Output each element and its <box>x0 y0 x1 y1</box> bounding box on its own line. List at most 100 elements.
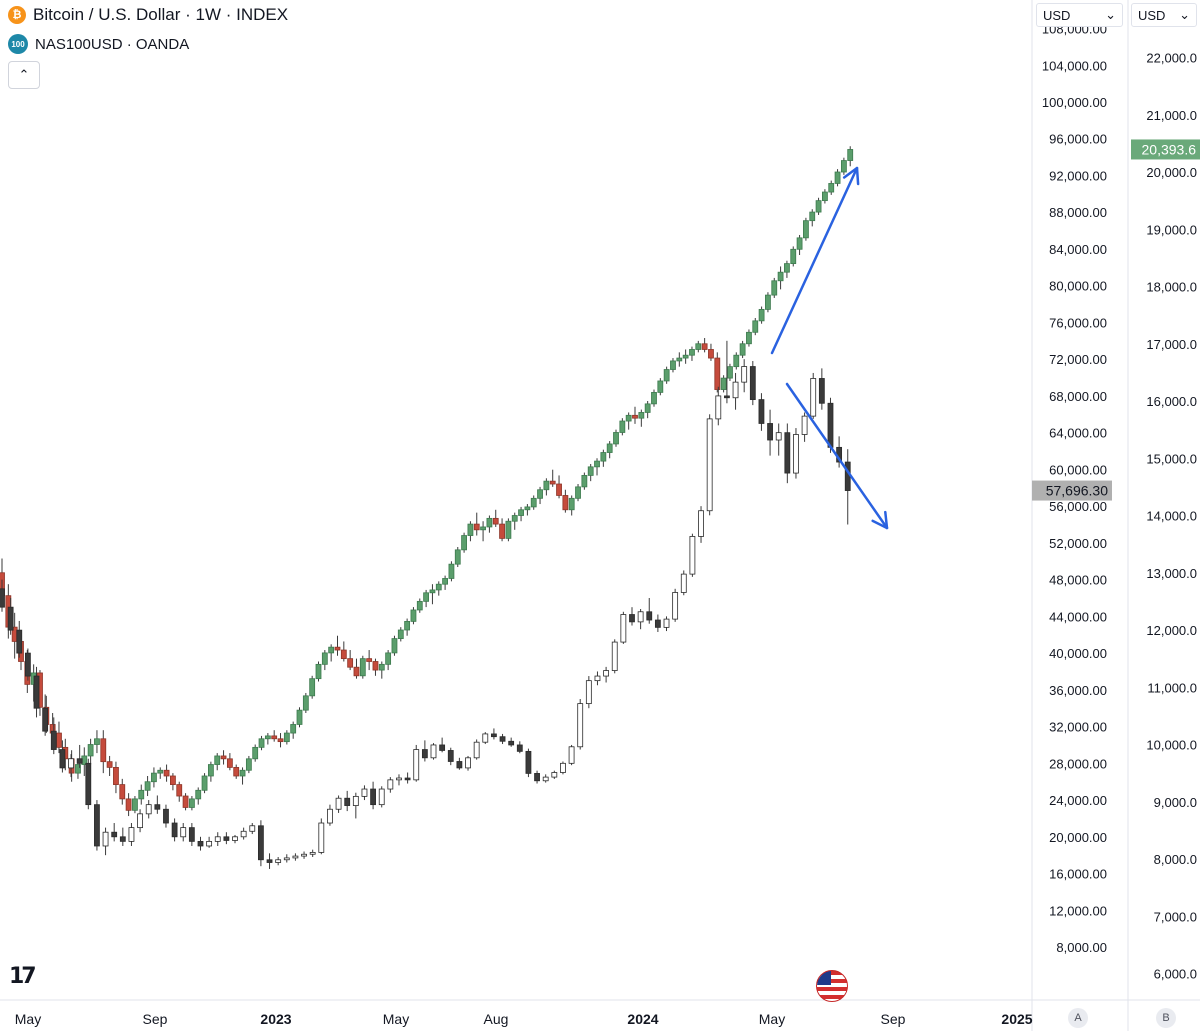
axis-b-tick-label: 11,000.0 <box>1147 680 1197 695</box>
btc-candle <box>125 798 132 811</box>
axis-b-tick-label: 18,000.0 <box>1146 280 1197 295</box>
btc-candle <box>575 486 581 499</box>
btc-candle <box>473 523 480 531</box>
btc-candle <box>682 354 689 359</box>
btc-candle <box>328 646 335 654</box>
legend-compare-title: NAS100USD · OANDA <box>35 35 190 53</box>
axis-b-tick-label: 21,000.0 <box>1146 108 1197 123</box>
btc-candle <box>777 271 784 282</box>
scale-a-button[interactable]: A <box>1068 1008 1088 1028</box>
time-axis-label: Sep <box>143 1011 168 1027</box>
axis-a-tick-label: 60,000.00 <box>1049 462 1107 477</box>
legend-main[interactable]: ₿ Bitcoin / U.S. Dollar · 1W · INDEX <box>8 5 288 25</box>
legend-compare[interactable]: 100 NAS100USD · OANDA <box>8 34 189 54</box>
nas-candle <box>94 804 100 847</box>
nas-candle <box>594 675 601 682</box>
chevron-up-icon: ⌃ <box>18 67 30 82</box>
nas-candle <box>119 836 126 842</box>
nas-candle <box>327 808 333 824</box>
nas-candle <box>292 855 299 859</box>
btc-candle <box>758 308 765 322</box>
btc-candle <box>264 735 271 740</box>
btc-candle <box>372 661 379 671</box>
nas-candle <box>534 773 540 782</box>
time-axis-label: 2024 <box>627 1011 658 1027</box>
btc-candle <box>689 349 695 356</box>
nas-candle <box>275 859 282 863</box>
btc-candle <box>701 343 708 350</box>
btc-candle <box>220 755 227 760</box>
btc-candle <box>113 767 119 785</box>
nas-candle <box>197 840 204 847</box>
us-flag-icon[interactable] <box>816 970 848 1002</box>
btc-candle <box>695 343 702 350</box>
nas-candle <box>801 415 808 435</box>
tradingview-logo-icon[interactable]: 17 <box>9 964 37 989</box>
nas-candle <box>85 762 92 806</box>
nas-candle <box>767 423 773 441</box>
nas-candle <box>818 378 825 404</box>
nas-candle <box>560 762 566 773</box>
nas-candle <box>465 757 471 769</box>
axis-b-tick-label: 15,000.0 <box>1146 451 1197 466</box>
btc-candle <box>746 331 752 345</box>
nas-candle <box>361 788 368 797</box>
btc-candle <box>283 732 290 743</box>
nas-candle <box>724 395 730 399</box>
nas-candle <box>206 840 213 847</box>
nas-candle <box>654 619 661 628</box>
nas-candle <box>111 831 118 838</box>
nas-candle <box>491 733 497 738</box>
btc-candle <box>663 369 670 382</box>
axis-a-tick-label: 88,000.00 <box>1049 205 1107 220</box>
axis-b-tick-label: 6,000.0 <box>1154 967 1197 982</box>
currency-select-a[interactable]: USD ⌄ <box>1036 3 1123 27</box>
price-axis-b: 6,000.0 7,000.0 8,000.0 9,000.0 10,000.0 11,0… <box>1131 51 1200 982</box>
btc-candle <box>397 629 404 639</box>
btc-candle <box>100 738 107 763</box>
nas-candle <box>352 795 359 806</box>
btc-candle <box>549 480 556 485</box>
axis-b-tick-label: 17,000.0 <box>1146 337 1197 352</box>
nas-candle <box>344 797 351 806</box>
nas-candle <box>7 606 14 631</box>
nas-candle <box>810 378 817 417</box>
nas-candle <box>793 434 799 474</box>
btc-candle <box>739 343 746 356</box>
btc-candle <box>651 392 657 405</box>
currency-select-b[interactable]: USD ⌄ <box>1131 3 1197 27</box>
nas-candle <box>525 750 532 774</box>
nas-candle <box>301 853 307 857</box>
btc-candle <box>151 772 157 783</box>
axis-b-tick-label: 19,000.0 <box>1146 222 1197 237</box>
btc-candle <box>543 480 550 491</box>
axis-a-tick-label: 36,000.00 <box>1049 683 1107 698</box>
btc-candle <box>416 600 423 611</box>
nas-candle <box>413 749 420 781</box>
axis-a-tick-label: 104,000.00 <box>1042 58 1107 73</box>
axis-a-tick-label: 32,000.00 <box>1049 720 1107 735</box>
btc-candle <box>119 784 126 800</box>
nas-candle <box>145 804 152 815</box>
btc-candle <box>834 171 841 184</box>
btc-candle <box>454 549 461 565</box>
collapse-legend-button[interactable]: ⌃ <box>8 61 40 89</box>
nas-candle <box>637 611 644 623</box>
axis-a-tick-label: 92,000.00 <box>1049 168 1107 183</box>
legend-main-title: Bitcoin / U.S. Dollar · 1W · INDEX <box>33 5 289 24</box>
btc-candle <box>321 652 328 665</box>
arrow-up-shaft <box>770 166 859 355</box>
axis-b-tick-label: 8,000.0 <box>1154 852 1197 867</box>
btc-candle <box>568 497 575 511</box>
last-price-badge-b <box>1131 139 1200 160</box>
nas-candle <box>689 536 696 575</box>
btc-candle <box>239 769 246 777</box>
btc-candle <box>790 248 797 265</box>
time-axis-label: May <box>383 1011 409 1027</box>
nas-candle <box>646 611 653 621</box>
nas-candle <box>257 825 264 861</box>
scale-b-button[interactable]: B <box>1156 1008 1176 1028</box>
nas-candle <box>611 641 618 671</box>
btc-candle <box>676 357 683 362</box>
